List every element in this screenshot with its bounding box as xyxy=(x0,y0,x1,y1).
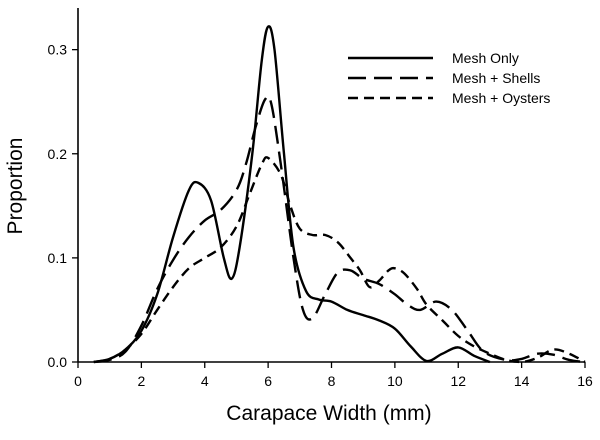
x-tick-label: 2 xyxy=(137,373,145,389)
legend-label-mesh-only: Mesh Only xyxy=(452,50,519,66)
x-tick-label: 14 xyxy=(514,373,530,389)
series-line-mesh-shells xyxy=(93,94,586,364)
x-tick-label: 10 xyxy=(387,373,403,389)
x-tick-label: 4 xyxy=(201,373,209,389)
series-line-mesh-only xyxy=(93,25,491,364)
y-tick-label: 0.3 xyxy=(48,42,68,58)
legend: Mesh Only Mesh + Shells Mesh + Oysters xyxy=(348,50,550,106)
y-axis-title: Proportion xyxy=(4,138,27,235)
legend-label-mesh-oysters: Mesh + Oysters xyxy=(452,90,550,106)
legend-label-mesh-shells: Mesh + Shells xyxy=(452,70,540,86)
ticks: 0 2 4 6 8 10 12 14 16 0.0 0.1 0.2 0.3 xyxy=(48,42,593,389)
x-tick-label: 8 xyxy=(328,373,336,389)
series-line-mesh-oysters xyxy=(93,156,586,364)
series-layer xyxy=(93,25,586,364)
x-tick-label: 12 xyxy=(450,373,466,389)
x-tick-label: 0 xyxy=(74,373,82,389)
x-tick-label: 6 xyxy=(264,373,272,389)
x-axis-title: Carapace Width (mm) xyxy=(226,402,431,425)
y-tick-label: 0.2 xyxy=(48,146,68,162)
y-tick-label: 0.0 xyxy=(48,354,68,370)
x-tick-label: 16 xyxy=(577,373,593,389)
y-tick-label: 0.1 xyxy=(48,250,68,266)
